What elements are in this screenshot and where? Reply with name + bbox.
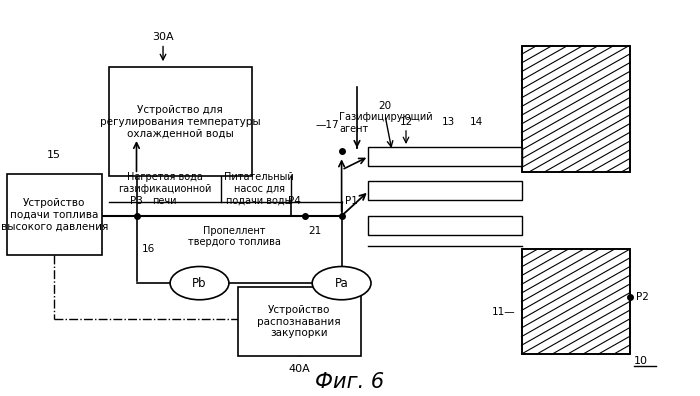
- Text: Устройство для
регулирования температуры
охлажденной воды: Устройство для регулирования температуры…: [100, 105, 260, 138]
- Text: 12: 12: [400, 117, 412, 127]
- Bar: [368, 181, 522, 200]
- Circle shape: [170, 267, 229, 300]
- Text: P4: P4: [288, 196, 301, 206]
- Circle shape: [312, 267, 371, 300]
- Text: Газифицирующий
агент: Газифицирующий агент: [340, 112, 433, 133]
- Text: 30А: 30А: [152, 32, 174, 42]
- Text: Pa: Pa: [335, 277, 349, 289]
- Text: P2: P2: [636, 292, 648, 302]
- Text: Устройство
подачи топлива
высокого давления: Устройство подачи топлива высокого давле…: [1, 198, 108, 231]
- Bar: [108, 67, 252, 176]
- Text: —17: —17: [316, 120, 340, 130]
- Text: Фиг. 6: Фиг. 6: [316, 372, 384, 392]
- Bar: [522, 46, 630, 172]
- Bar: [522, 46, 630, 172]
- Text: 14: 14: [470, 117, 482, 127]
- Text: Нагретая вода
газификационной
печи: Нагретая вода газификационной печи: [118, 173, 211, 206]
- Text: 10: 10: [634, 356, 648, 366]
- Text: Питательный
насос для
подачи воды: Питательный насос для подачи воды: [224, 173, 294, 206]
- Bar: [522, 249, 630, 354]
- Text: Пропеллент
твердого топлива: Пропеллент твердого топлива: [188, 226, 281, 248]
- Bar: [368, 216, 522, 235]
- Text: Pb: Pb: [193, 277, 206, 289]
- Bar: [7, 174, 101, 255]
- Text: 13: 13: [442, 117, 454, 127]
- Text: 11—: 11—: [492, 307, 516, 318]
- Text: Устройство
распознавания
закупорки: Устройство распознавания закупорки: [258, 305, 341, 338]
- Bar: [522, 249, 630, 354]
- Text: 40А: 40А: [288, 364, 310, 374]
- Text: P1: P1: [345, 196, 358, 206]
- Text: 20: 20: [379, 101, 391, 111]
- Text: 15: 15: [48, 150, 62, 160]
- Bar: [238, 287, 360, 356]
- Text: 16: 16: [142, 244, 155, 255]
- Text: P3: P3: [130, 196, 143, 206]
- Text: 21: 21: [308, 226, 321, 236]
- Bar: [368, 147, 522, 166]
